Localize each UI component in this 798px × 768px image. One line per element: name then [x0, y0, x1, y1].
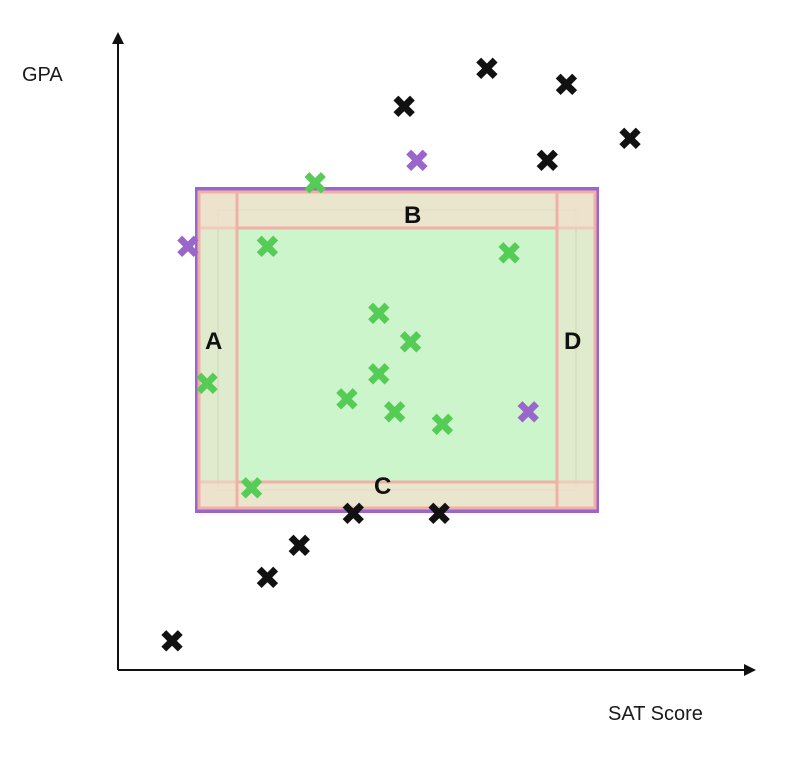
outside-point-3: ✖ — [553, 66, 580, 104]
outside-point-6: ✖ — [159, 622, 186, 660]
region-label-d: D — [564, 328, 581, 355]
outside-point-9: ✖ — [340, 495, 367, 533]
inside-point-9: ✖ — [381, 393, 408, 431]
boundary-point-3: ✖ — [515, 393, 542, 431]
outside-point-1: ✖ — [391, 88, 418, 126]
inside-point-10: ✖ — [429, 406, 456, 444]
outside-point-10: ✖ — [426, 495, 453, 533]
outside-point-5: ✖ — [617, 120, 644, 158]
outside-point-8: ✖ — [286, 527, 313, 565]
inside-point-6: ✖ — [365, 355, 392, 393]
inside-point-4: ✖ — [365, 295, 392, 333]
region-label-c: C — [374, 473, 391, 500]
outside-point-4: ✖ — [534, 142, 561, 180]
inside-point-2: ✖ — [254, 228, 281, 266]
inside-point-1: ✖ — [302, 164, 329, 202]
outside-point-2: ✖ — [473, 50, 500, 88]
x-axis-label: SAT Score — [608, 703, 703, 725]
inside-point-3: ✖ — [496, 234, 523, 272]
inside-point-11: ✖ — [238, 470, 265, 508]
data-points: ✖✖ ✖✖✖✖✖✖✖ ✖✖✖✖✖✖ ✖✖✖✖✖ ✖ ✖ ✖✖ — [159, 50, 644, 660]
boundary-point-2: ✖ — [404, 142, 431, 180]
y-axis-label: GPA — [22, 64, 63, 86]
region-label-b: B — [404, 202, 421, 229]
band-d — [555, 190, 597, 510]
band-c — [197, 480, 597, 510]
outer-box — [195, 187, 599, 513]
boundary-point-1: ✖ — [175, 228, 202, 266]
boundary-box-group — [195, 187, 599, 513]
band-b — [197, 190, 597, 230]
region-label-a: A — [205, 328, 222, 355]
inside-point-8: ✖ — [334, 381, 361, 419]
inside-point-7: ✖ — [194, 365, 221, 403]
band-a — [197, 190, 239, 510]
outside-point-7: ✖ — [254, 559, 281, 597]
inside-point-5: ✖ — [397, 323, 424, 361]
